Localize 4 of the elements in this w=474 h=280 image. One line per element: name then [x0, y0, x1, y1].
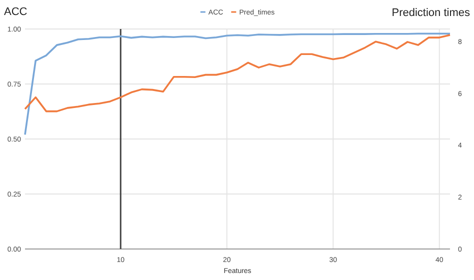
y2-axis-title: Prediction times [392, 7, 470, 19]
line-series [24, 32, 451, 136]
line-series [24, 34, 451, 112]
y-axis-title: ACC [4, 6, 28, 18]
